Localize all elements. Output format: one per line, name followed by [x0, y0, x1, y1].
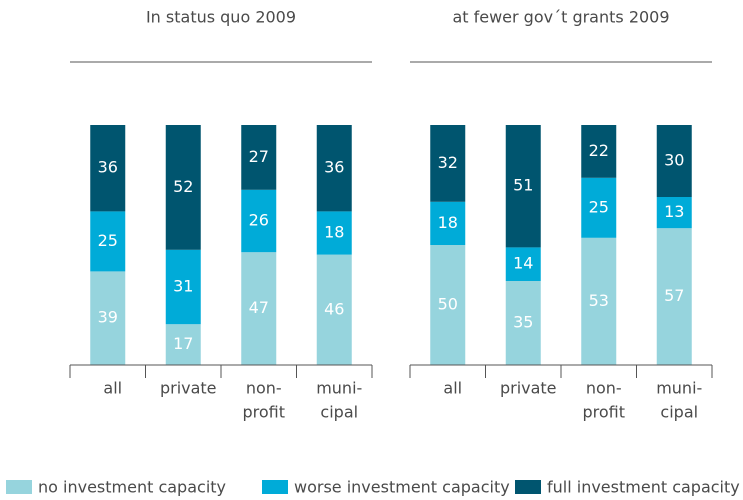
legend-swatch — [6, 480, 32, 494]
data-label: 22 — [589, 141, 609, 160]
x-tick-label: private — [160, 379, 217, 398]
bar-segment — [165, 249, 201, 325]
legend-swatch — [262, 480, 288, 494]
bar-segment — [656, 228, 692, 365]
x-tick-label: all — [443, 379, 462, 398]
chart-title: at fewer gov´t grants 2009 — [452, 8, 669, 27]
data-label: 13 — [664, 202, 684, 221]
data-label: 36 — [98, 158, 118, 177]
legend-swatch — [515, 480, 541, 494]
x-tick-label: non- — [586, 379, 622, 398]
chart-title: In status quo 2009 — [146, 8, 296, 27]
data-label: 14 — [513, 254, 533, 273]
data-label: 18 — [324, 223, 344, 242]
data-label: 35 — [513, 313, 533, 332]
bar-segment — [165, 324, 201, 365]
bar-segment — [656, 125, 692, 197]
legend-label: worse investment capacity — [294, 478, 510, 497]
data-label: 30 — [664, 151, 684, 170]
bar-segment — [656, 197, 692, 229]
data-label: 31 — [173, 277, 193, 296]
data-label: 51 — [513, 176, 533, 195]
x-tick-label: profit — [242, 403, 285, 422]
bar-segment — [505, 247, 541, 281]
bar-segment — [505, 125, 541, 248]
bar-segment — [505, 281, 541, 365]
bar-segment — [241, 189, 277, 253]
data-label: 46 — [324, 299, 344, 318]
x-tick-label: cipal — [660, 403, 698, 422]
bar-segment — [430, 201, 466, 245]
x-tick-label: muni- — [656, 379, 702, 398]
data-label: 53 — [589, 291, 609, 310]
data-label: 47 — [249, 298, 269, 317]
bar-segment — [90, 211, 126, 272]
data-label: 26 — [249, 211, 269, 230]
bar-segment — [581, 125, 617, 178]
data-label: 25 — [98, 231, 118, 250]
bar-segment — [316, 125, 352, 212]
bar-segment — [316, 211, 352, 255]
data-label: 32 — [438, 153, 458, 172]
bar-segment — [241, 125, 277, 190]
x-tick-label: profit — [582, 403, 625, 422]
data-label: 50 — [438, 295, 458, 314]
data-label: 39 — [98, 308, 118, 327]
x-tick-label: non- — [246, 379, 282, 398]
x-tick-label: muni- — [316, 379, 362, 398]
bar-segment — [241, 252, 277, 365]
bar-segment — [165, 125, 201, 250]
data-label: 57 — [664, 286, 684, 305]
data-label: 36 — [324, 158, 344, 177]
x-tick-label: all — [103, 379, 122, 398]
bar-segment — [581, 177, 617, 238]
data-label: 52 — [173, 177, 193, 196]
x-tick-label: cipal — [320, 403, 358, 422]
bar-segment — [430, 125, 466, 202]
bar-segment — [90, 271, 126, 365]
bar-segment — [430, 245, 466, 365]
data-label: 25 — [589, 197, 609, 216]
bar-segment — [90, 125, 126, 212]
bar-segment — [316, 254, 352, 365]
data-label: 18 — [438, 213, 458, 232]
data-label: 27 — [249, 147, 269, 166]
legend-label: full investment capacity — [547, 478, 740, 497]
legend-label: no investment capacity — [38, 478, 226, 497]
data-label: 17 — [173, 334, 193, 353]
x-tick-label: private — [500, 379, 557, 398]
bar-segment — [581, 237, 617, 365]
